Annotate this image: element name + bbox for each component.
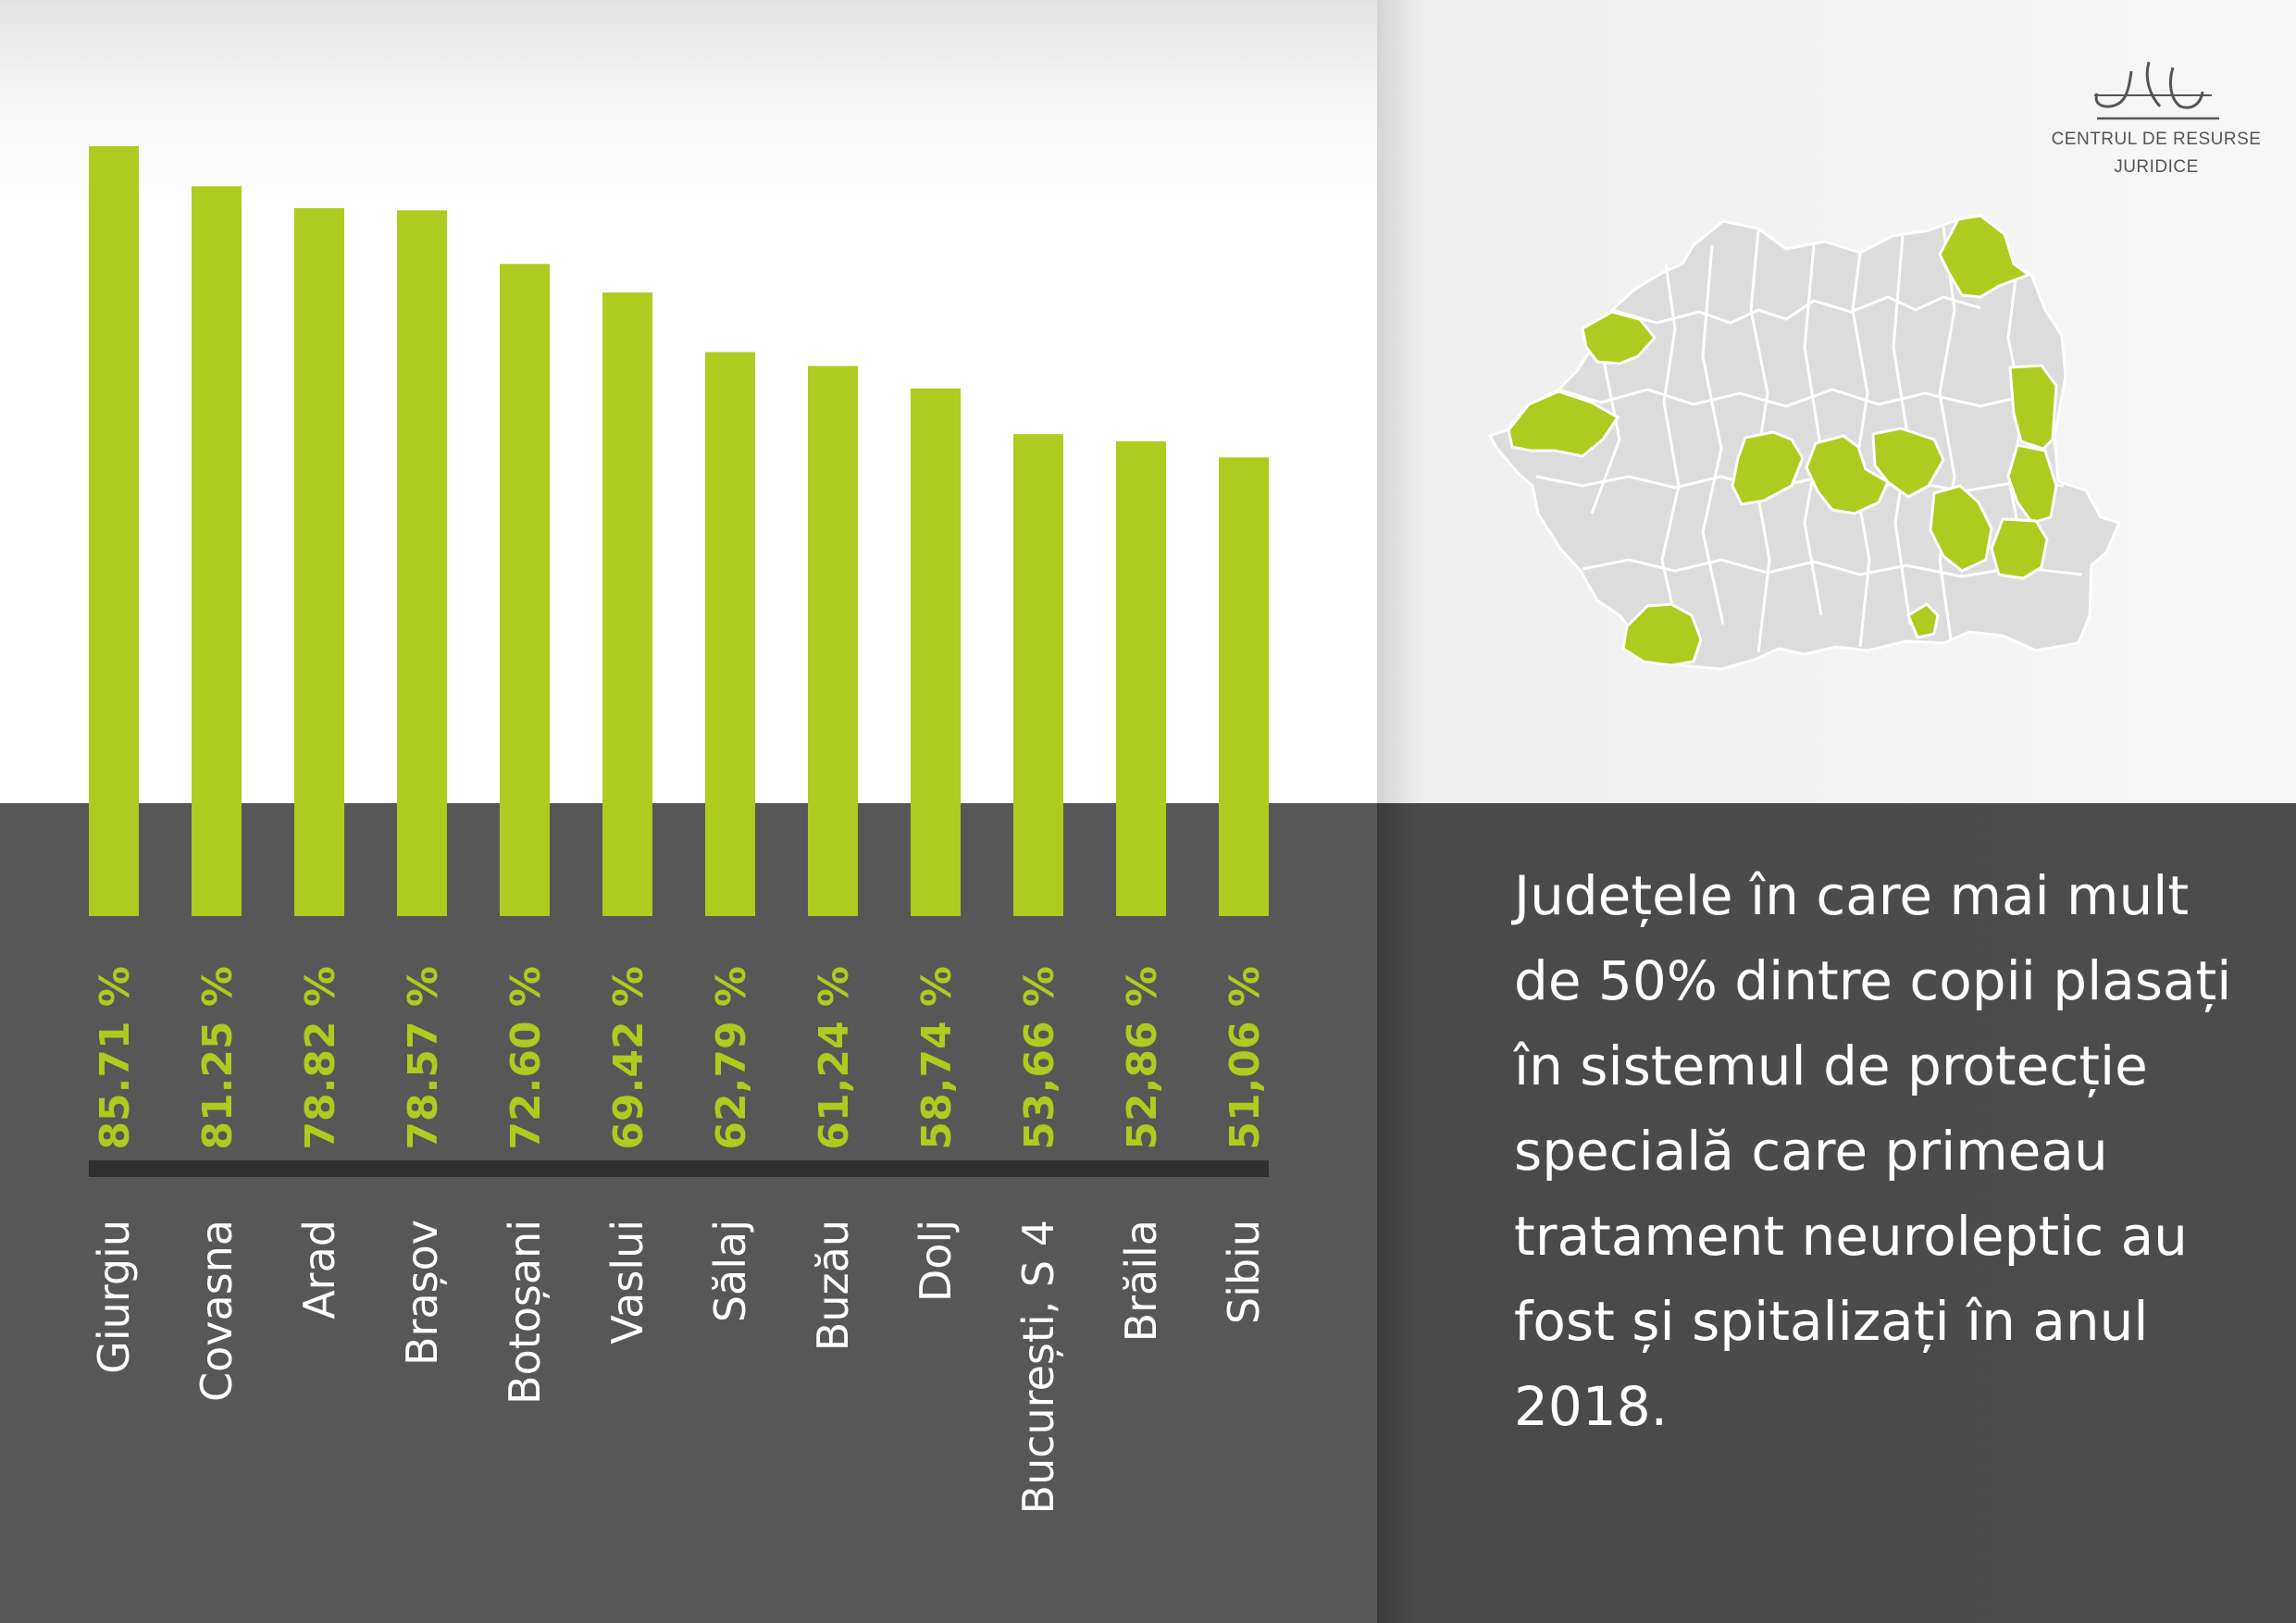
bar-4 xyxy=(500,264,550,917)
category-label-9: București, S 4 xyxy=(1013,1220,1063,1514)
value-label-4: 72.60 % xyxy=(503,966,550,1150)
bar-5 xyxy=(602,292,652,916)
highlighted-counties xyxy=(1507,214,2058,667)
county-covasna xyxy=(1871,427,1945,499)
value-label-8: 58,74 % xyxy=(913,966,961,1150)
value-label-6: 62,79 % xyxy=(708,966,755,1150)
bar-chart: 85.71 % Giurgiu 81.25 % Covasna 78.82 % Arad 7… xyxy=(89,146,1269,1514)
bar-1 xyxy=(192,186,242,917)
bar-2 xyxy=(294,207,344,917)
cj-scales-logo-icon xyxy=(2094,61,2219,120)
county-vaslui xyxy=(2008,364,2058,451)
county-brasov xyxy=(1805,434,1890,515)
category-label-0: Giurgiu xyxy=(89,1220,139,1374)
category-label-1: Covasna xyxy=(192,1220,242,1402)
category-label-8: Dolj xyxy=(911,1220,961,1302)
bar-11 xyxy=(1219,457,1269,916)
county-sibiu xyxy=(1731,430,1805,506)
headline-text: Județele în care mai mult de 50% dintre … xyxy=(1514,864,2232,1438)
bar-9 xyxy=(1013,434,1063,916)
headline-panel-background xyxy=(1377,803,2296,1623)
category-label-11: Sibiu xyxy=(1219,1220,1269,1324)
chart-background-bottom xyxy=(0,803,1377,1623)
logo-text-line2: JURIDICE xyxy=(2114,157,2199,177)
value-label-11: 51,06 % xyxy=(1222,966,1269,1150)
bar-7 xyxy=(808,365,858,916)
value-label-3: 78.57 % xyxy=(400,966,447,1150)
county-dolj xyxy=(1621,602,1703,667)
category-label-10: Brăila xyxy=(1116,1220,1166,1342)
category-label-6: Sălaj xyxy=(705,1220,755,1322)
value-label-0: 85.71 % xyxy=(92,966,139,1150)
logo: CENTRUL DE RESURSE JURIDICE xyxy=(2036,51,2277,190)
category-label-7: Buzău xyxy=(808,1220,858,1351)
county-braila xyxy=(1990,517,2049,580)
county-salaj xyxy=(1581,310,1657,365)
value-label-7: 61,24 % xyxy=(811,966,858,1150)
value-label-1: 81.25 % xyxy=(194,966,242,1150)
axis-line xyxy=(89,1160,1269,1177)
romania-counties-map-icon xyxy=(1487,214,2122,671)
value-label-9: 53,66 % xyxy=(1016,966,1063,1150)
category-label-2: Arad xyxy=(294,1220,344,1319)
bar-10 xyxy=(1116,440,1166,916)
category-label-5: Vaslui xyxy=(602,1220,652,1344)
value-label-2: 78.82 % xyxy=(297,966,344,1150)
county-borders xyxy=(1535,226,2083,653)
bar-8 xyxy=(911,388,961,916)
bar-3 xyxy=(397,210,447,916)
value-label-5: 69.42 % xyxy=(605,966,652,1150)
county-arad xyxy=(1507,390,1620,458)
county-giurgiu xyxy=(1906,602,1940,639)
bar-0 xyxy=(89,146,139,916)
county-buzau xyxy=(1929,484,1993,573)
category-label-4: Botoșani xyxy=(500,1220,550,1405)
logo-text-line1: CENTRUL DE RESURSE xyxy=(2051,130,2262,149)
county-botosani xyxy=(1938,214,2032,299)
county-vaslui-south xyxy=(2006,443,2058,525)
category-label-3: Brașov xyxy=(397,1220,447,1366)
bar-6 xyxy=(705,352,755,916)
value-label-10: 52,86 % xyxy=(1119,966,1166,1150)
